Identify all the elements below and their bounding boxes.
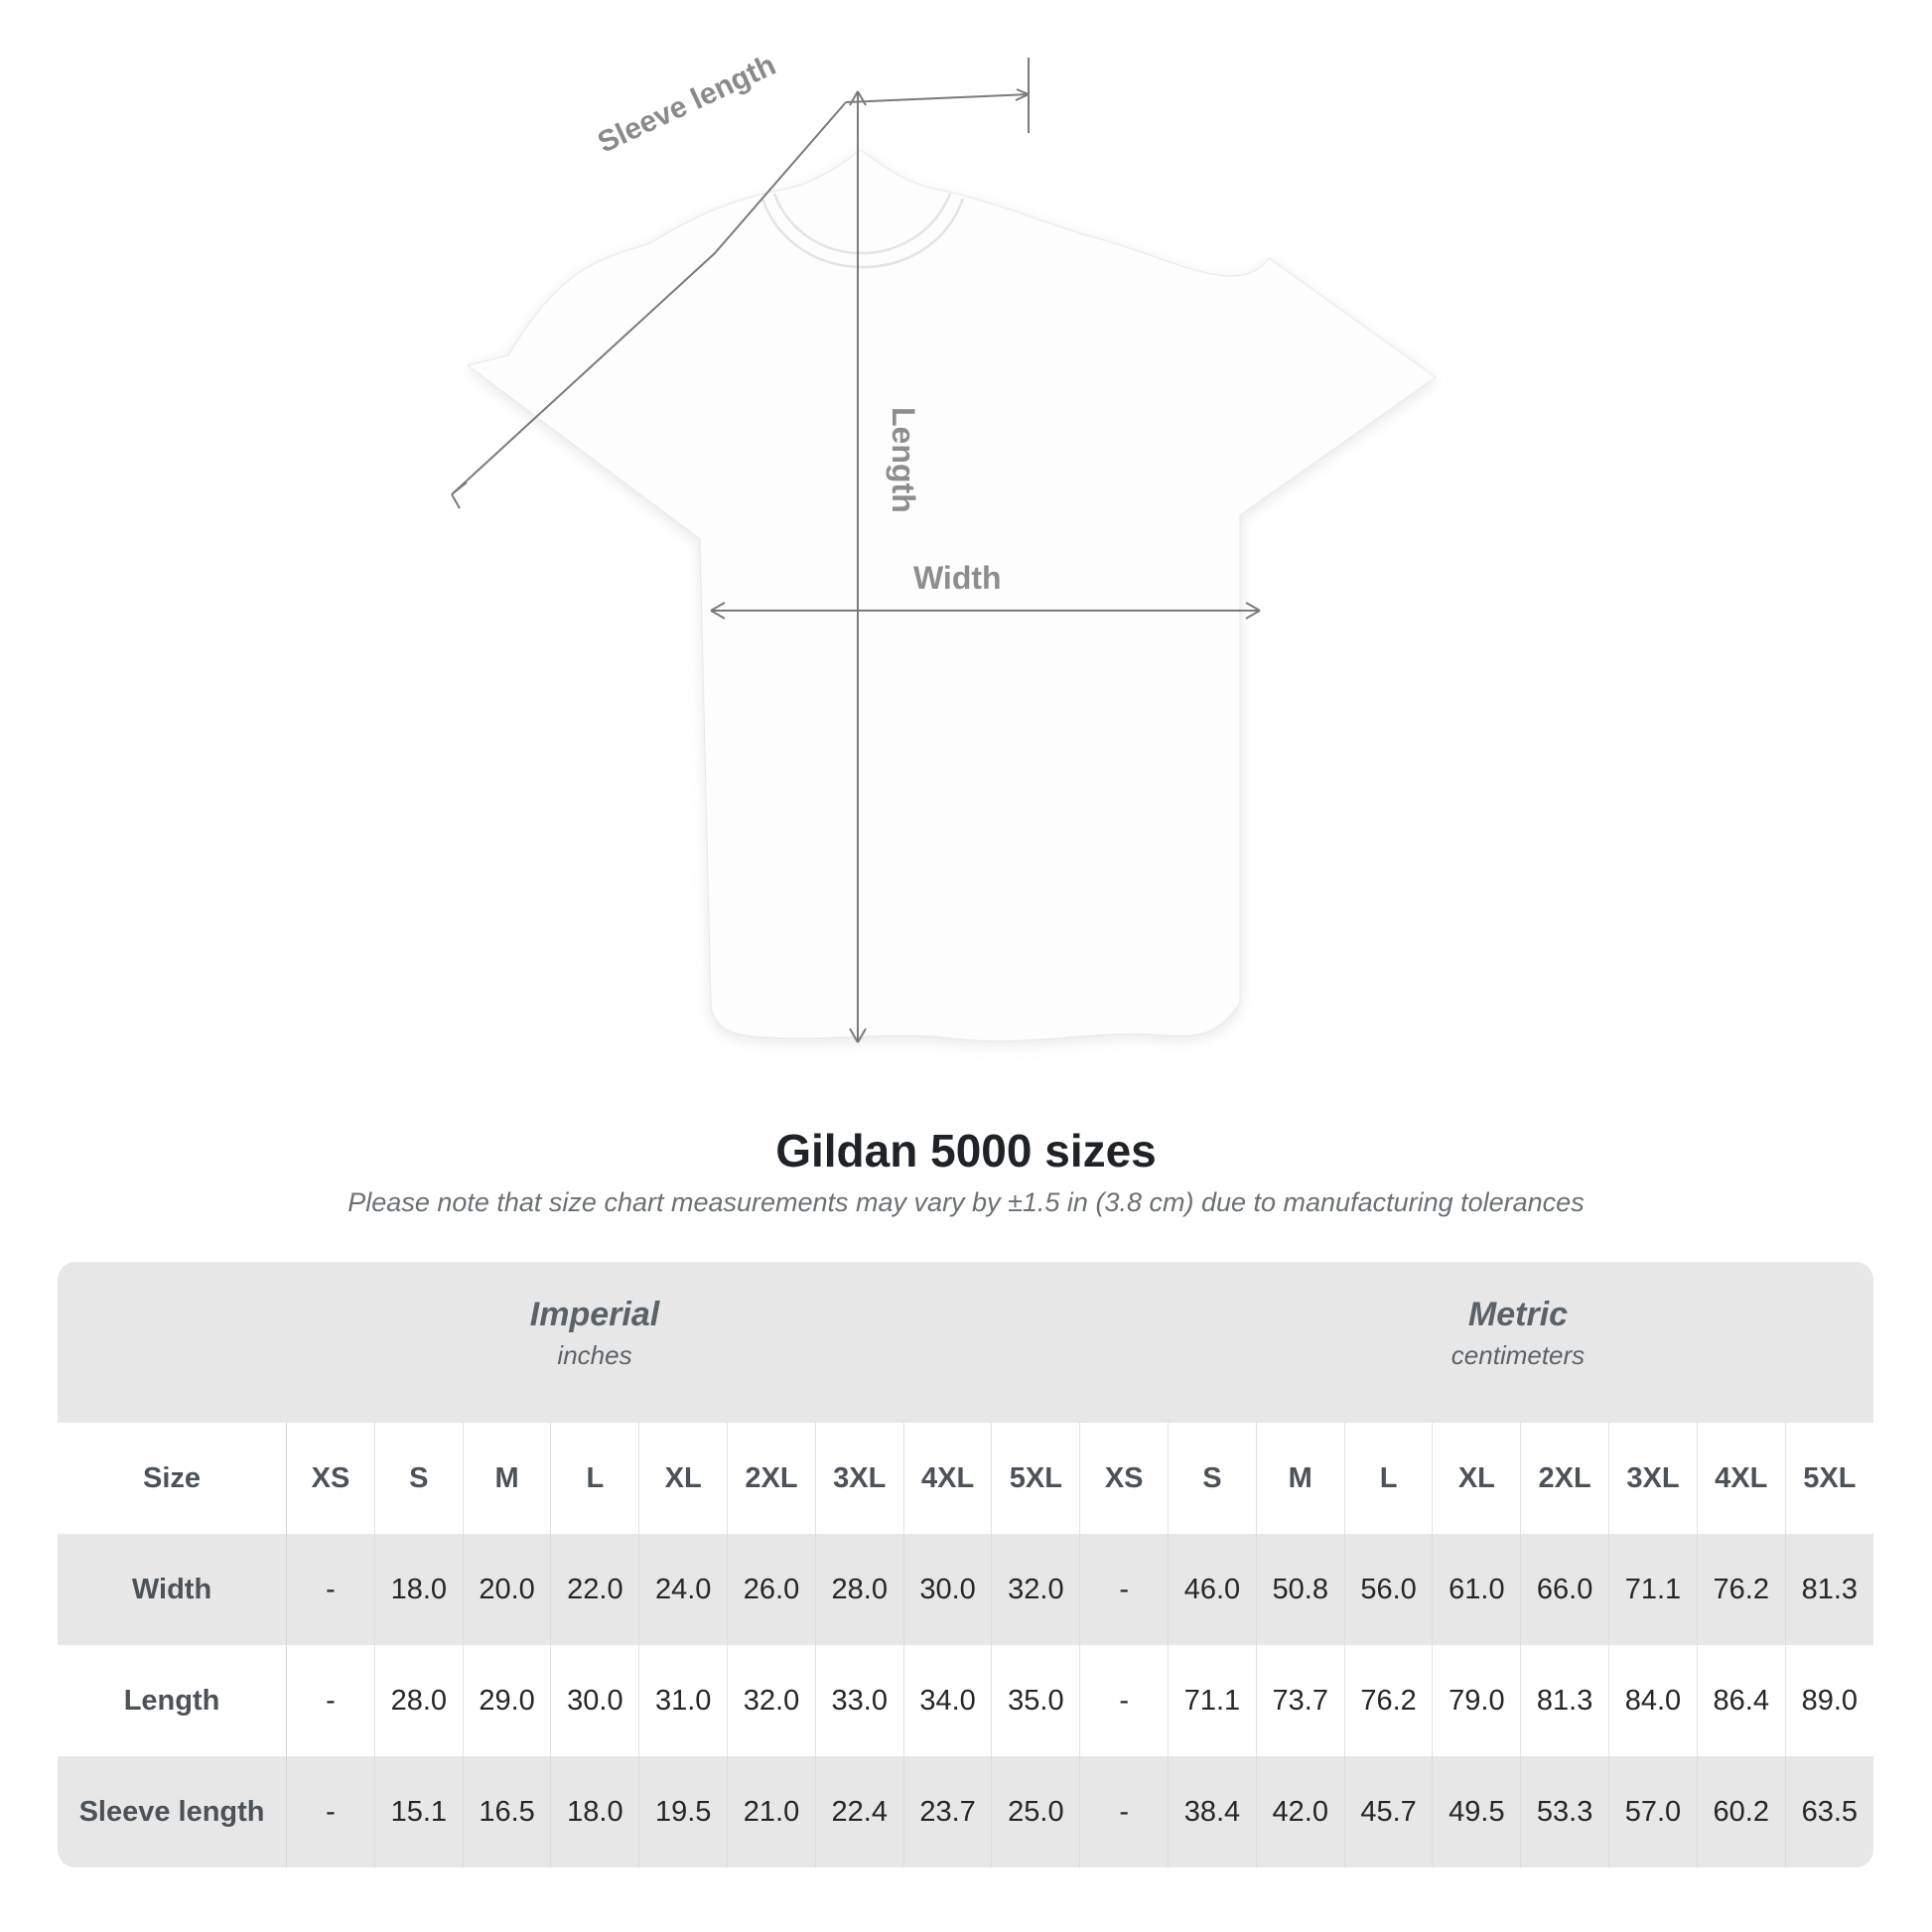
svg-text:Length: Length xyxy=(886,407,921,513)
svg-text:Width: Width xyxy=(913,560,1002,596)
svg-text:Sleeve length: Sleeve length xyxy=(593,49,780,160)
